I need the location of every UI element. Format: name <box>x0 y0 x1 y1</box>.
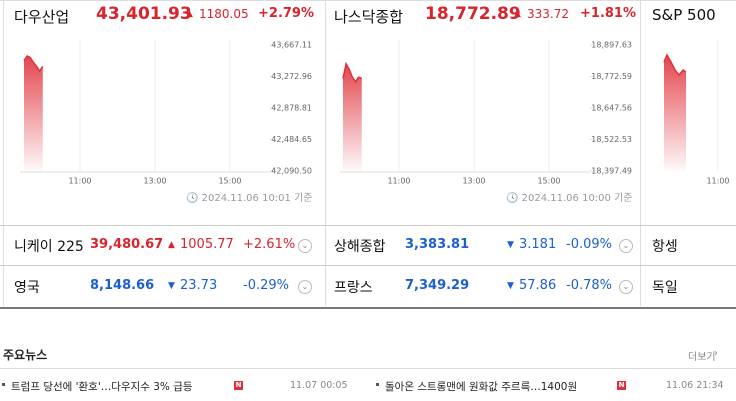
index-price: 8,148.66 <box>90 278 155 293</box>
new-badge: N <box>617 381 626 390</box>
down-arrow: ▼ <box>507 240 514 250</box>
index-rate: -0.09% <box>566 237 612 252</box>
y-tick-label: 18,772.59 <box>591 72 632 81</box>
up-arrow: ▲ <box>514 9 521 19</box>
index-rate: +1.81% <box>580 6 636 21</box>
index-price: 43,401.93 <box>96 4 192 24</box>
y-tick-label: 43,272.96 <box>271 72 312 81</box>
index-change: 57.86 <box>519 278 557 293</box>
x-tick-label: 11:00 <box>387 177 410 186</box>
index-rate: -0.78% <box>566 278 612 293</box>
y-tick-label: 43,667.11 <box>271 41 312 50</box>
area <box>343 63 362 171</box>
index-rate: +2.61% <box>243 237 296 252</box>
timestamp: 🕓 2024.11.06 10:01 기준 <box>186 193 313 204</box>
board <box>0 0 736 309</box>
line <box>23 54 44 73</box>
index-name: 다우산업 <box>14 8 70 26</box>
new-badge: N <box>234 381 243 390</box>
timestamp: 🕓 2024.11.06 10:00 기준 <box>506 193 633 204</box>
x-tick-label: 13:00 <box>143 177 166 186</box>
y-tick-label: 18,897.63 <box>591 41 632 50</box>
expand-button[interactable]: ⌄ <box>298 280 312 294</box>
y-tick-label: 18,522.53 <box>591 135 632 144</box>
index-change: 1180.05 <box>199 7 249 21</box>
sp500-line <box>663 53 687 77</box>
index-name: 니케이 225 <box>14 239 84 255</box>
expand-button[interactable]: ⌄ <box>619 239 633 253</box>
area <box>24 55 43 172</box>
divider <box>640 0 641 306</box>
down-arrow: ▼ <box>168 281 175 291</box>
divider <box>0 368 736 369</box>
index-change: 1005.77 <box>180 237 234 252</box>
y-tick-label: 18,647.56 <box>591 104 632 113</box>
up-arrow: ▲ <box>168 240 175 250</box>
y-tick-label: 42,878.81 <box>271 103 312 112</box>
index-name: 상해종합 <box>334 239 386 255</box>
x-tick-label: 15:00 <box>537 177 560 186</box>
timestamp-suffix: 기준 <box>614 193 633 204</box>
index-change: 23.73 <box>180 278 218 293</box>
expand-button[interactable]: ⌄ <box>619 280 633 294</box>
line <box>342 61 363 84</box>
y-tick-label: 18,397.49 <box>591 167 632 176</box>
index-name: S&P 500 <box>652 6 716 24</box>
timestamp-text: 2024.11.06 10:01 <box>201 193 291 204</box>
y-tick-label: 42,484.65 <box>271 135 312 144</box>
timestamp-suffix: 기준 <box>294 193 313 204</box>
news-time: 11.07 00:05 <box>290 380 348 391</box>
x-tick-label: 13:00 <box>462 177 485 186</box>
index-name: 프랑스 <box>334 280 373 296</box>
index-price: 18,772.89 <box>425 4 521 24</box>
bullet <box>376 383 379 386</box>
news-time: 11.06 21:34 <box>666 380 724 391</box>
index-name: 항셍 <box>652 239 678 255</box>
x-tick-label: 11:00 <box>68 177 91 186</box>
charts: 11:00 13:00 15:00 43,667.11 43,272.96 42,878.… <box>20 40 730 186</box>
down-arrow: ▼ <box>507 281 514 291</box>
index-price: 39,480.67 <box>90 237 164 252</box>
index-name: 독일 <box>652 280 678 296</box>
index-rate: +2.79% <box>258 6 314 21</box>
divider <box>0 225 736 226</box>
index-rate: -0.29% <box>243 278 289 293</box>
news-headline[interactable]: 돌아온 스트롱맨에 원화값 주르륵…1400원 <box>385 381 578 393</box>
index-name: 나스닥종합 <box>334 8 404 26</box>
sp500-area <box>664 55 686 171</box>
expand-button[interactable]: ⌄ <box>298 239 312 253</box>
index-change: 3.181 <box>519 237 557 252</box>
x-tick-label: 11:00 <box>706 177 729 186</box>
index-price: 7,349.29 <box>405 278 470 293</box>
more-link[interactable]: 더보기 <box>688 352 716 363</box>
news-title: 주요뉴스 <box>3 348 48 362</box>
divider <box>325 0 326 306</box>
timestamp-text: 2024.11.06 10:00 <box>521 193 611 204</box>
divider <box>0 265 736 266</box>
bullet <box>2 383 5 386</box>
index-change: 333.72 <box>527 7 569 21</box>
index-name: 영국 <box>14 280 40 296</box>
divider <box>3 0 4 306</box>
y-tick-label: 42,090.50 <box>271 167 312 176</box>
index-price: 3,383.81 <box>405 237 470 252</box>
up-arrow: ▲ <box>186 9 193 19</box>
x-tick-label: 15:00 <box>218 177 241 186</box>
news-headline[interactable]: 트럼프 당선에 '환호'…다우지수 3% 급등 <box>11 381 193 393</box>
more-arrow: › <box>714 348 718 359</box>
